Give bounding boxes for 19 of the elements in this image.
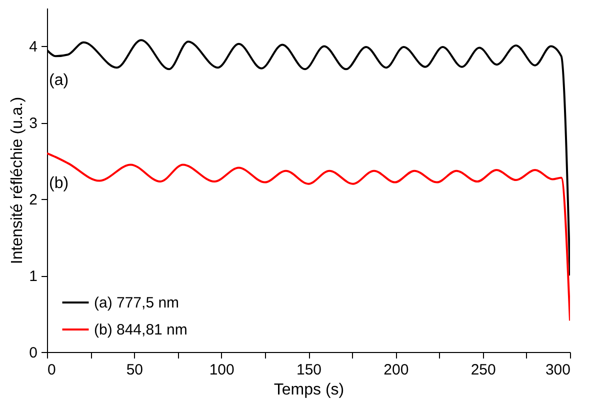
x-tick-label: 300 bbox=[545, 362, 570, 378]
x-tick-label: 0 bbox=[48, 362, 56, 378]
y-tick-label: 4 bbox=[29, 38, 38, 56]
x-tick-label: 50 bbox=[126, 362, 144, 378]
annotation: (b) bbox=[49, 175, 69, 192]
y-tick-label: 0 bbox=[29, 344, 38, 362]
line-series bbox=[47, 152, 570, 322]
x-tick-label: 100 bbox=[209, 362, 234, 378]
x-tick-label: 250 bbox=[470, 362, 496, 378]
y-tick-label: 2 bbox=[29, 192, 38, 209]
x-axis-title: Temps (s) bbox=[274, 382, 344, 398]
legend-label: (b) 844,81 nm bbox=[94, 322, 188, 338]
x-tick-label: 150 bbox=[296, 362, 322, 378]
legend-label: (a) 777,5 nm bbox=[94, 294, 180, 312]
y-tick-label: 3 bbox=[29, 115, 38, 132]
x-tick-label: 200 bbox=[384, 362, 409, 378]
annotation: (a) bbox=[49, 72, 69, 90]
y-tick-label: 1 bbox=[29, 268, 38, 286]
y-axis-title: Intensité réfléchie (u.a.) bbox=[9, 96, 26, 264]
